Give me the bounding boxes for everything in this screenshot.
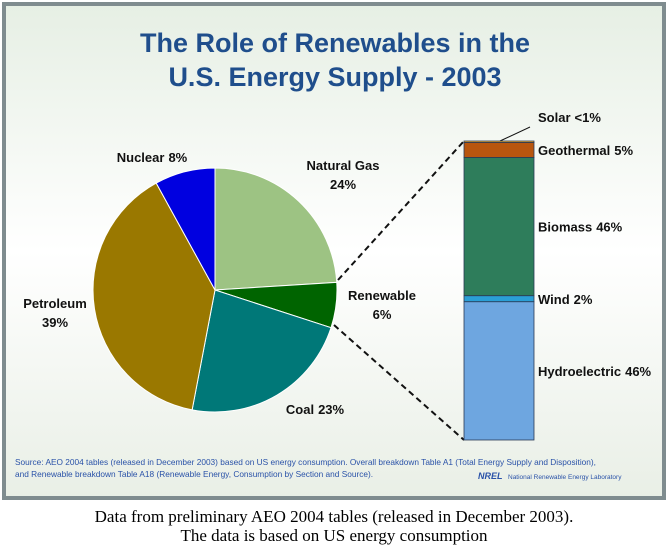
value-label: <1% — [575, 110, 602, 125]
value-label: 23% — [318, 402, 344, 417]
bar-segment — [463, 301, 535, 441]
data-label: Natural Gas 24% — [307, 158, 380, 192]
data-label: Solar <1% — [538, 110, 601, 125]
value-label: 24% — [330, 177, 356, 192]
source: Source: AEO 2004 tables (released in Dec… — [15, 457, 596, 467]
data-label: Petroleum 39% — [23, 296, 87, 330]
bar-segment — [463, 295, 535, 303]
connector — [333, 324, 465, 441]
pie-slice — [155, 167, 216, 291]
value-label: 5% — [614, 143, 633, 158]
category-label: Solar — [538, 110, 571, 125]
value-label: 2% — [574, 292, 593, 307]
data-label: Wind 2% — [538, 292, 593, 307]
data-label: Biomass 46% — [538, 220, 623, 235]
category-label: Petroleum — [23, 296, 87, 311]
data-label: Renewable 6% — [348, 288, 416, 322]
category-label: Biomass — [538, 220, 592, 235]
category-label: Wind — [538, 292, 570, 307]
bar-segment — [463, 157, 535, 297]
category-label: Nuclear — [117, 150, 165, 165]
logo-text: National Renewable Energy Laboratory — [508, 474, 622, 481]
data-label: Nuclear 8% — [117, 150, 188, 165]
caption: The data is based on US energy consumpti… — [180, 526, 488, 545]
value-label: 39% — [42, 315, 68, 330]
title: U.S. Energy Supply - 2003 — [168, 62, 501, 92]
pie-slice — [191, 289, 332, 413]
data-label: Geothermal 5% — [538, 143, 633, 158]
category-label: Geothermal — [538, 143, 610, 158]
category-label: Natural Gas — [307, 158, 380, 173]
data-label: Coal 23% — [286, 402, 345, 417]
title: The Role of Renewables in the — [140, 28, 530, 58]
pie-slice — [92, 182, 216, 411]
value-label: 6% — [373, 307, 392, 322]
caption: Data from preliminary AEO 2004 tables (r… — [95, 507, 574, 526]
value-label: 46% — [596, 220, 622, 235]
value-label: 8% — [168, 150, 187, 165]
source: and Renewable breakdown Table A18 (Renew… — [15, 469, 373, 479]
logo: NREL — [478, 471, 503, 481]
value-label: 46% — [625, 364, 651, 379]
pie-slice — [214, 167, 338, 291]
data-label: Hydroelectric 46% — [538, 364, 652, 379]
bar-segment — [463, 142, 535, 158]
connector — [337, 140, 465, 281]
leader-line — [499, 126, 531, 142]
category-label: Coal — [286, 402, 314, 417]
category-label: Hydroelectric — [538, 364, 621, 379]
category-label: Renewable — [348, 288, 416, 303]
